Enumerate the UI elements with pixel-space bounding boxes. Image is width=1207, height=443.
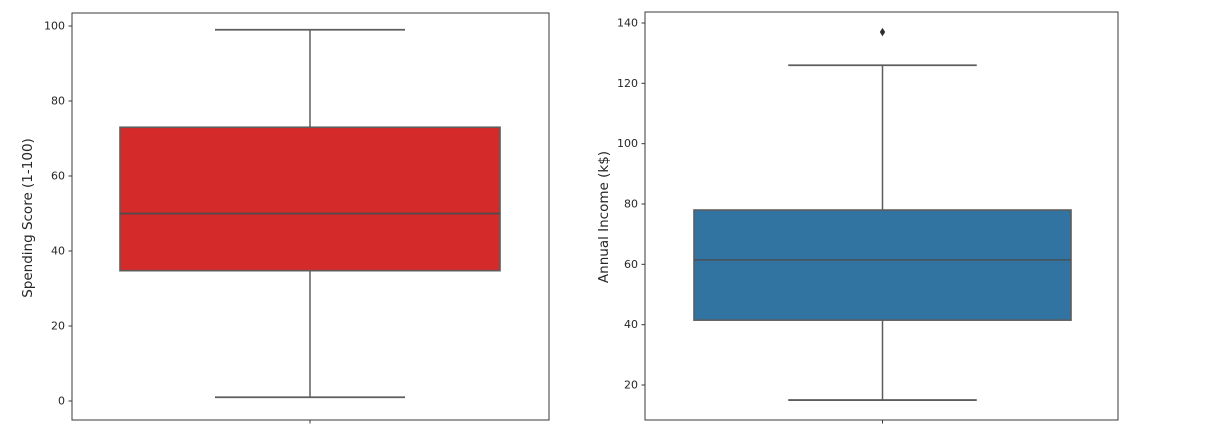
y-axis-tick-label: 100 [44,20,65,33]
y-axis-tick-label: 40 [624,318,638,331]
y-axis-tick-label: 0 [58,395,65,408]
y-axis-tick-label: 80 [51,95,65,108]
y-axis-tick-label: 60 [51,170,65,183]
outlier-point [879,27,886,37]
iqr-box [119,126,501,272]
iqr-box [693,209,1072,321]
y-axis-tick-label: 140 [617,17,638,30]
y-axis-tick-label: 100 [617,137,638,150]
plot-border [644,11,1119,421]
y-axis-tick-label: 40 [51,245,65,258]
y-axis-label: Annual Income (k$) [596,151,612,283]
subplot-annual-income: 20 40 60 80 100 120 140 Annual Income (k$) [596,11,1119,424]
subplot-spending-score: 0 20 40 60 80 100 Spending Score (1-100) [20,12,550,424]
y-axis-label: Spending Score (1-100) [20,138,36,298]
y-axis-tick-label: 20 [624,379,638,392]
y-axis-tick-label: 80 [624,198,638,211]
y-axis-tick-label: 60 [624,258,638,271]
y-axis-tick-label: 120 [617,77,638,90]
y-axis-tick-label: 20 [51,320,65,333]
